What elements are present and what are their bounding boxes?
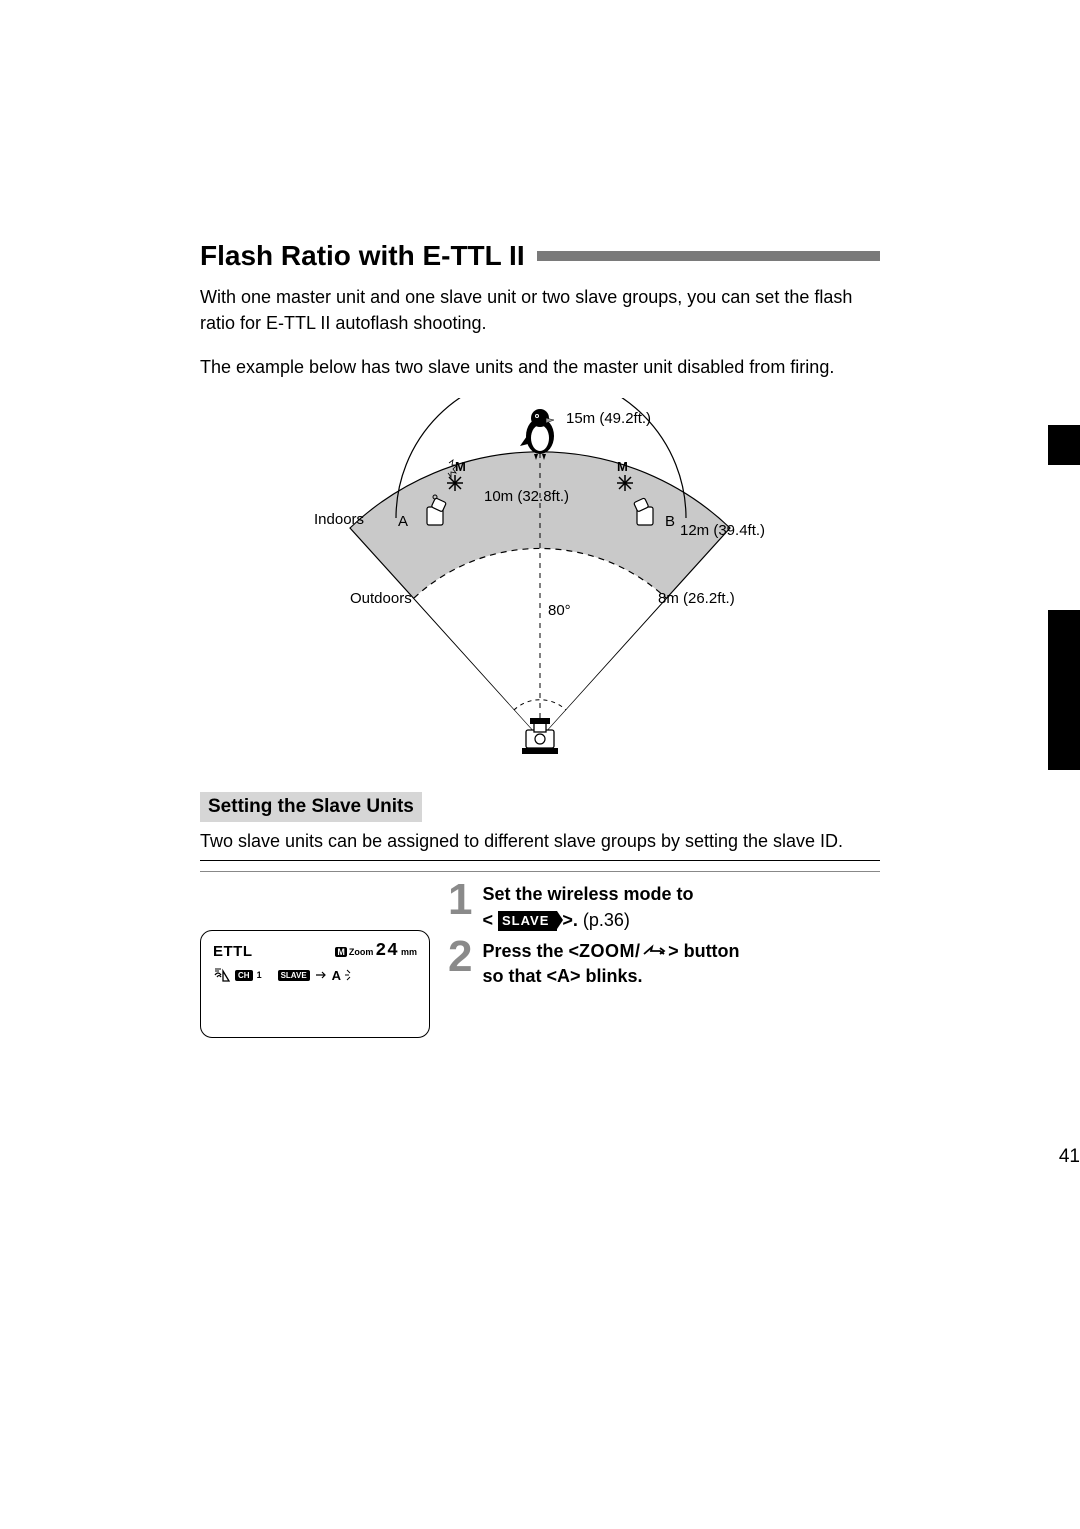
page-content: Flash Ratio with E-TTL II With one maste… [0, 0, 1080, 1038]
lcd-slave-badge: SLAVE [278, 970, 310, 981]
svg-text:M: M [617, 459, 628, 474]
subhead-row: Setting the Slave Units [200, 792, 880, 822]
step-1-bold: Set the wireless mode to [482, 884, 693, 904]
step-2-body: Press the <ZOOM/> button so that <A> bli… [482, 937, 739, 989]
zoom-text: ZOOM [579, 941, 635, 961]
step-2-number: 2 [448, 937, 472, 989]
angle-label: 80° [548, 602, 571, 619]
step-2-line1-post: > button [668, 941, 739, 961]
step-1-tail: (p.36) [578, 910, 630, 930]
step-1-number: 1 [448, 880, 472, 932]
indoors-label: Indoors [314, 511, 364, 528]
blink-marks-icon [345, 968, 361, 982]
lcd-zoom-group: M Zoom 24 mm [335, 941, 417, 961]
dist-b-label: 12m (39.4ft.) [680, 522, 765, 539]
title-bar [537, 251, 880, 261]
lcd-column: ETTL M Zoom 24 mm CH 1 [200, 880, 430, 1038]
lcd-a-indicator: A [332, 968, 341, 983]
lcd-ettl: ETTL [213, 943, 253, 960]
lcd-panel: ETTL M Zoom 24 mm CH 1 [200, 930, 430, 1038]
lcd-zoom-label: Zoom [349, 947, 374, 957]
lcd-mm: mm [401, 947, 417, 957]
flash-b-label: B [665, 513, 675, 530]
subheading: Setting the Slave Units [200, 792, 422, 822]
svg-text:M: M [455, 459, 466, 474]
lcd-ch-badge: CH [235, 970, 253, 981]
dist-outdoor-label: 8m (26.2ft.) [658, 590, 735, 607]
divider-thick [200, 860, 880, 861]
outdoors-label: Outdoors [350, 590, 412, 607]
dist-inner-label: 10m (32.8ft.) [484, 488, 569, 505]
divider-thin [200, 871, 880, 872]
flash-a-label: A [398, 513, 408, 530]
step-1-prefix: < [482, 910, 498, 930]
step-1-body: Set the wireless mode to < SLAVE >. (p.3… [482, 880, 693, 932]
dist-top-label: 15m (49.2ft.) [566, 410, 651, 427]
page-number: 41 [1059, 1146, 1080, 1168]
coverage-diagram: M M [280, 398, 800, 778]
intro-paragraph-2: The example below has two slave units an… [200, 354, 880, 380]
wireless-icon [213, 967, 231, 983]
title-row: Flash Ratio with E-TTL II [200, 240, 880, 272]
step-2-line2-post: > blinks. [570, 966, 643, 986]
step-2: 2 Press the <ZOOM/> button so that <A> b… [448, 937, 880, 989]
step-2-line1-pre: Press the < [482, 941, 579, 961]
lcd-zoom-value: 24 [375, 941, 399, 961]
page-title: Flash Ratio with E-TTL II [200, 240, 525, 272]
slave-dir-icon [314, 968, 328, 982]
bounce-icon [640, 944, 668, 958]
lcd-ch-num: 1 [257, 970, 262, 980]
sub-paragraph: Two slave units can be assigned to diffe… [200, 828, 880, 854]
step-2-line2-pre: so that < [482, 966, 557, 986]
step-1: 1 Set the wireless mode to < SLAVE >. (p… [448, 880, 880, 932]
lcd-row-2: CH 1 SLAVE A [213, 967, 417, 983]
slave-badge-inline: SLAVE [498, 911, 557, 931]
intro-paragraph-1: With one master unit and one slave unit … [200, 284, 880, 336]
steps-column: 1 Set the wireless mode to < SLAVE >. (p… [448, 880, 880, 1038]
lcd-m-badge: M [335, 947, 347, 957]
steps-block: ETTL M Zoom 24 mm CH 1 [200, 880, 880, 1038]
a-glyph: A [557, 966, 570, 986]
lcd-row-1: ETTL M Zoom 24 mm [213, 941, 417, 961]
